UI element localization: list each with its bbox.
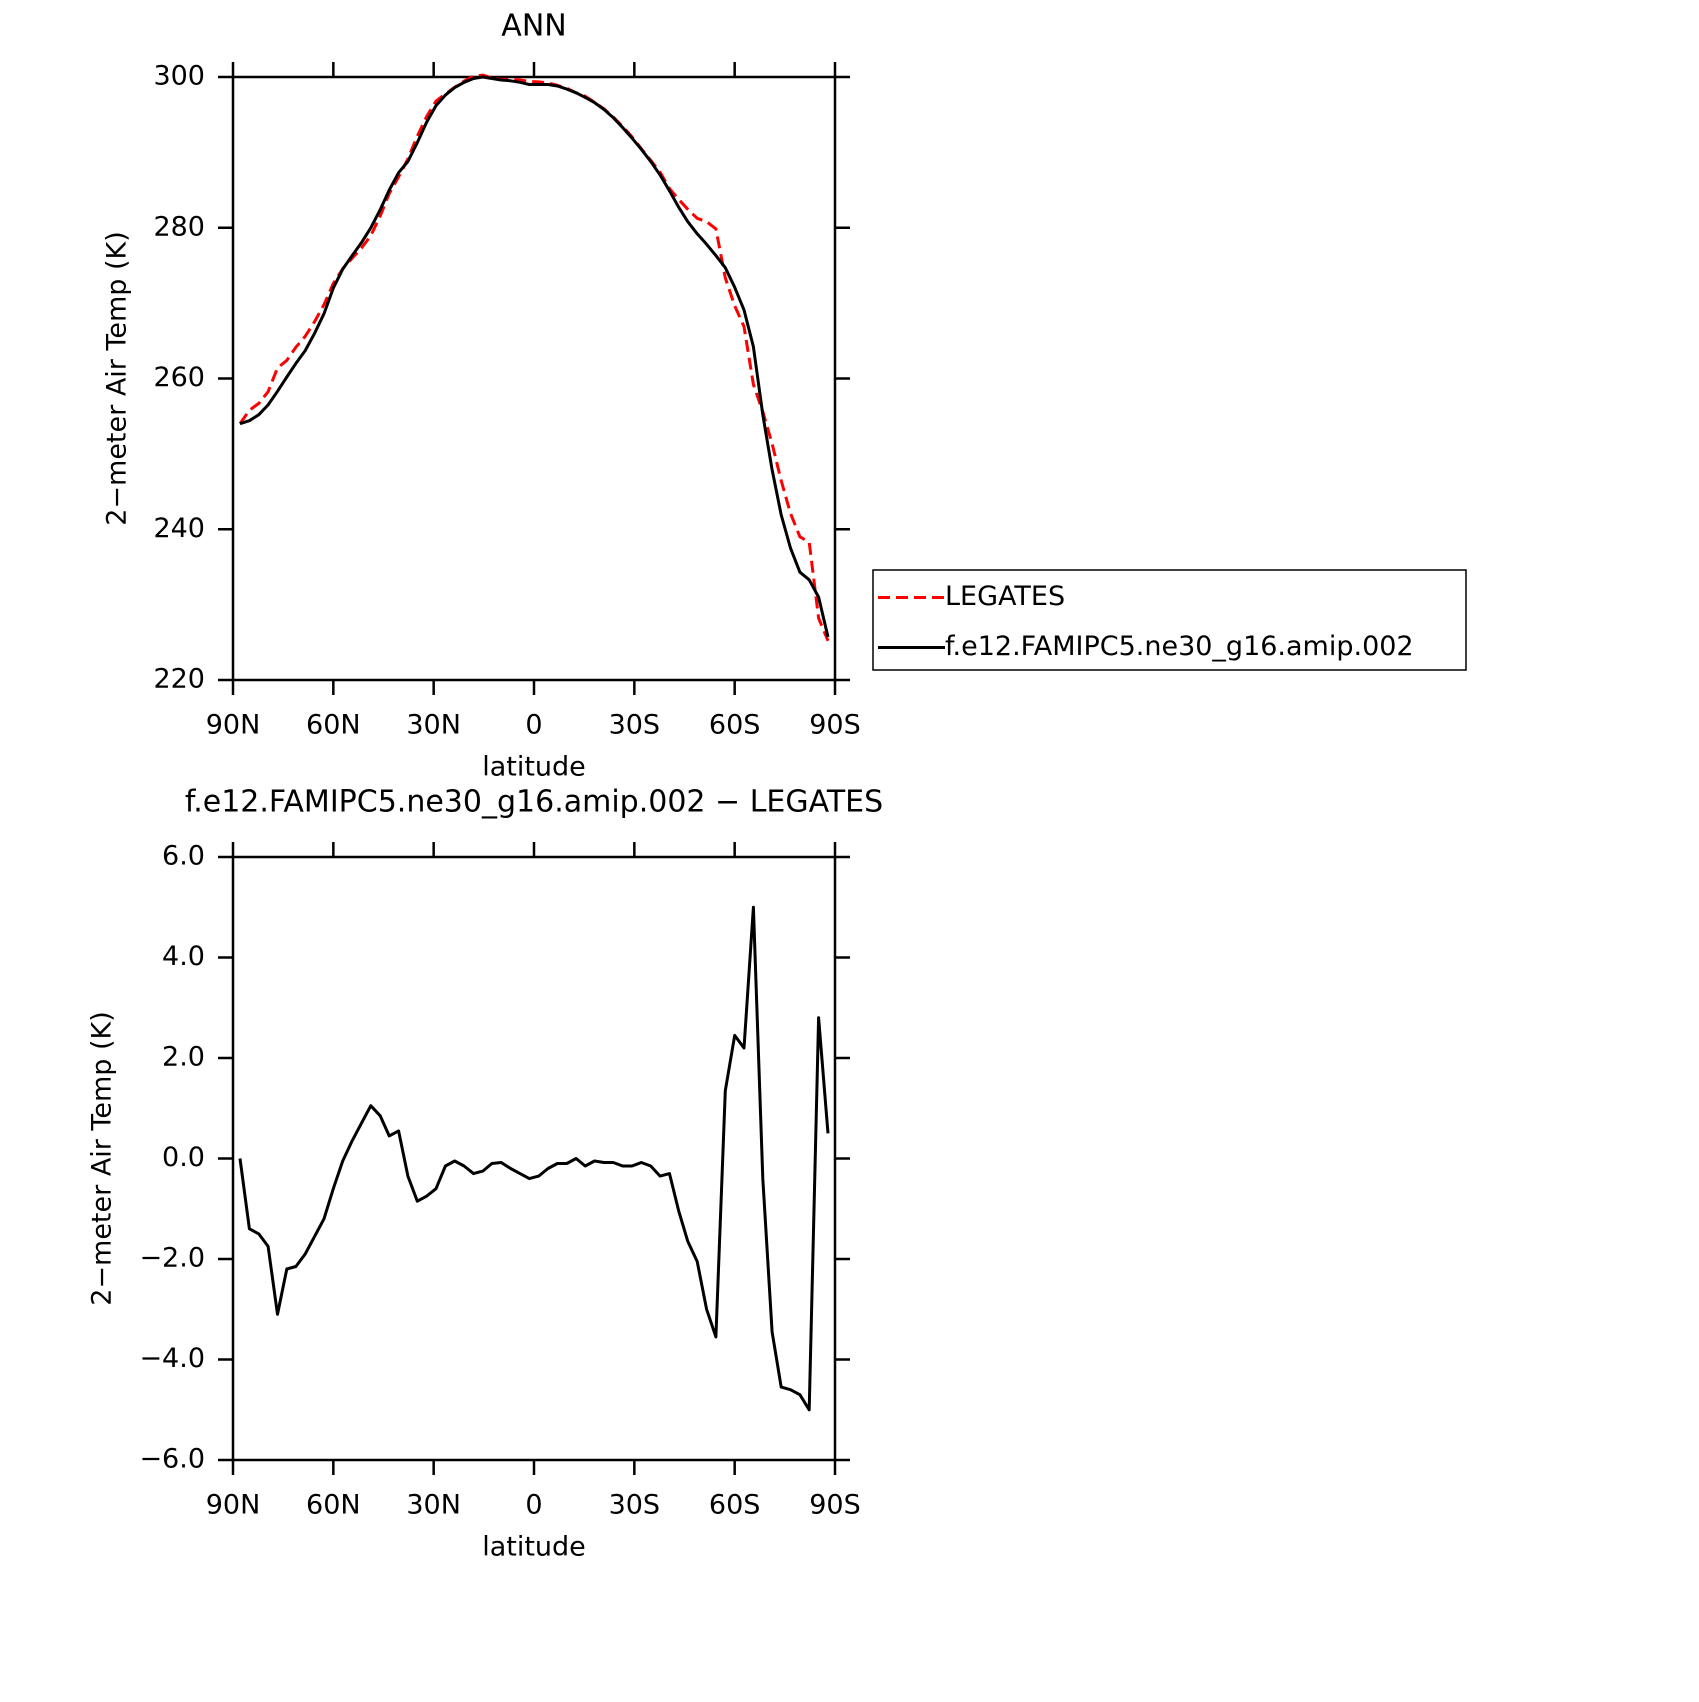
x-tick-label: 60N bbox=[306, 1490, 361, 1521]
y-tick-label: 240 bbox=[153, 513, 205, 544]
y-tick-label: 6.0 bbox=[162, 841, 205, 872]
plot-frame bbox=[231, 75, 837, 682]
x-tick-label: 0 bbox=[525, 710, 542, 741]
y-axis-label: 2−meter Air Temp (K) bbox=[102, 231, 133, 526]
legend-label: f.e12.FAMIPC5.ne30_g16.amip.002 bbox=[945, 631, 1414, 662]
y-tick-label: 260 bbox=[153, 362, 205, 393]
x-tick-label: 30S bbox=[609, 710, 661, 741]
x-tick-label: 30N bbox=[406, 1490, 461, 1521]
x-tick-label: 60S bbox=[709, 710, 761, 741]
x-tick-label: 90S bbox=[809, 710, 861, 741]
y-tick-label: −4.0 bbox=[139, 1343, 205, 1374]
plot-frame bbox=[231, 855, 837, 1462]
y-tick-label: 0.0 bbox=[162, 1142, 205, 1173]
data-line bbox=[239, 75, 830, 638]
legend-label: LEGATES bbox=[945, 581, 1065, 612]
legend-box bbox=[872, 569, 1467, 671]
y-tick-label: 280 bbox=[153, 211, 205, 242]
x-tick-label: 90N bbox=[206, 1490, 261, 1521]
y-tick-label: −2.0 bbox=[139, 1243, 205, 1274]
x-tick-label: 60N bbox=[306, 710, 361, 741]
y-tick-label: −6.0 bbox=[139, 1444, 205, 1475]
y-tick-label: 2.0 bbox=[162, 1042, 205, 1073]
x-tick-label: 30N bbox=[406, 710, 461, 741]
chart-title: ANN bbox=[501, 9, 566, 44]
x-tick-label: 90N bbox=[206, 710, 261, 741]
x-tick-label: 0 bbox=[525, 1490, 542, 1521]
y-tick-label: 300 bbox=[153, 61, 205, 92]
data-line bbox=[238, 905, 830, 1412]
x-tick-label: 60S bbox=[709, 1490, 761, 1521]
y-tick-label: 4.0 bbox=[162, 941, 205, 972]
x-axis-label: latitude bbox=[482, 752, 586, 783]
y-tick-label: 220 bbox=[153, 664, 205, 695]
x-axis-label: latitude bbox=[482, 1532, 586, 1563]
chart-title: f.e12.FAMIPC5.ne30_g16.amip.002 − LEGATE… bbox=[185, 785, 883, 820]
y-axis-label: 2−meter Air Temp (K) bbox=[87, 1011, 118, 1306]
data-line bbox=[238, 73, 830, 642]
x-tick-label: 30S bbox=[609, 1490, 661, 1521]
x-tick-label: 90S bbox=[809, 1490, 861, 1521]
